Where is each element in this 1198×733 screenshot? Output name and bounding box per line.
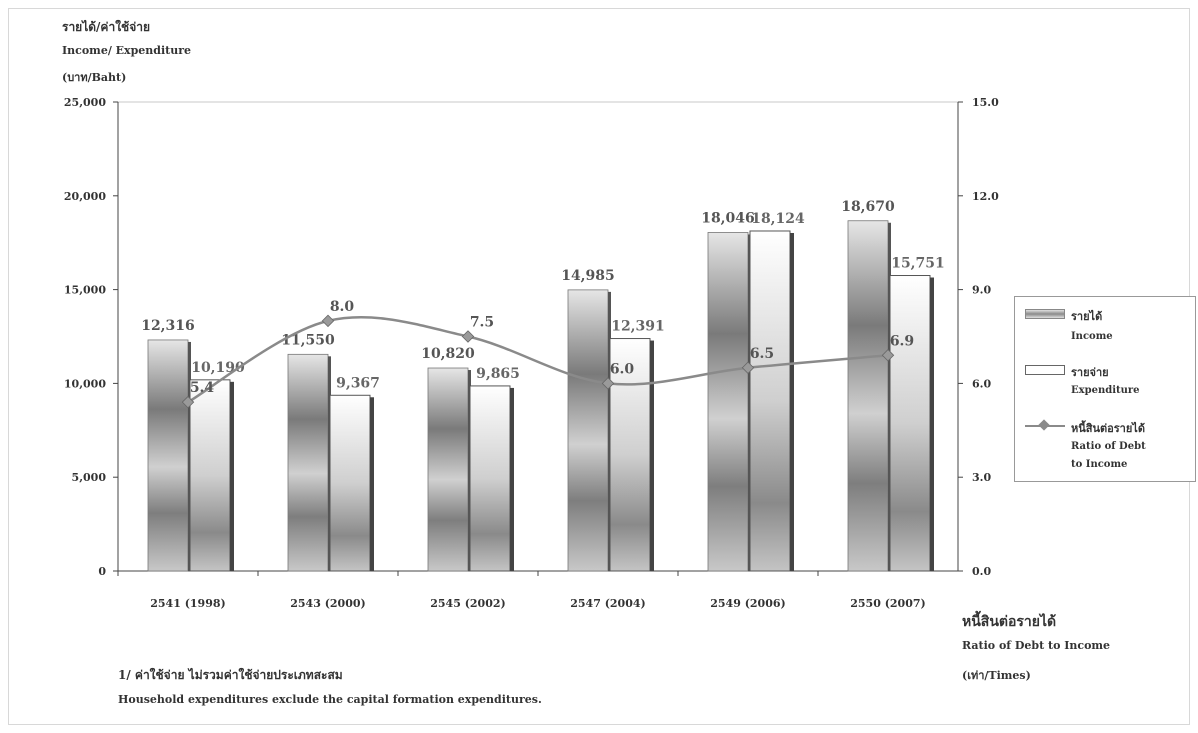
legend-label-english-line2: to Income [1071, 459, 1128, 470]
legend-label-thai: รายได้ [1071, 310, 1103, 323]
legend-label-thai: หนี้สินต่อรายได้ [1071, 422, 1145, 435]
x-tick-label: 2550 (2007) [850, 597, 925, 610]
chart-legend: รายได้ Income รายจ่าย Expenditure หนี้สิ… [1014, 296, 1196, 482]
bar-expenditure-data-label: 12,391 [611, 319, 665, 335]
bar-income [147, 339, 189, 572]
y-right-tick-label: 6.0 [972, 377, 991, 390]
bar-expenditure-side [930, 277, 934, 571]
bar-income [427, 367, 469, 572]
bar-expenditure [329, 394, 371, 572]
footnote-english: Household expenditures exclude the capit… [118, 693, 542, 706]
debt-ratio-marker [181, 395, 195, 409]
plot-area: 0 5,000 10,000 15,000 20,000 25,000 0.0 3.0 6.0 9… [64, 96, 999, 610]
bar-expenditure [749, 230, 791, 572]
bar-income-data-label: 18,046 [701, 210, 755, 226]
y-right-unit: (เท่า/Times) [962, 669, 1031, 682]
bar-expenditure [889, 275, 931, 572]
debt-ratio-marker [881, 349, 895, 362]
bar-expenditure [609, 338, 651, 572]
y-right-tick-label: 15.0 [972, 96, 999, 109]
bar-income [287, 353, 329, 572]
x-tick-label: 2545 (2002) [430, 597, 505, 610]
legend-swatch-line [1025, 421, 1065, 431]
y-right-title-english: Ratio of Debt to Income [962, 639, 1111, 652]
bar-income-data-label: 11,550 [281, 332, 335, 348]
bar-income [567, 289, 609, 572]
bar-income-data-label: 10,820 [421, 346, 475, 362]
bar-expenditure-side [230, 381, 234, 571]
bar-expenditure-data-label: 18,124 [751, 211, 805, 227]
bar-expenditure-side [790, 232, 794, 571]
debt-ratio-marker [461, 330, 475, 343]
y-left-tick-label: 0 [98, 565, 106, 578]
bar-income-data-label: 18,670 [841, 199, 895, 215]
bar-income-data-label: 14,985 [561, 268, 615, 284]
bar-expenditure-data-label: 15,751 [891, 256, 945, 272]
footnote-thai: 1/ ค่าใช้จ่าย ไม่รวมค่าใช้จ่ายประเภทสะสม [118, 668, 343, 682]
y-left-tick-label: 25,000 [64, 96, 106, 109]
y-left-tick-label: 15,000 [64, 284, 106, 297]
bar-expenditure-side [650, 340, 654, 571]
x-tick-label: 2547 (2004) [570, 597, 645, 610]
debt-ratio-data-label: 6.5 [750, 346, 774, 362]
debt-ratio-data-label: 7.5 [470, 315, 494, 331]
y-left-unit: (บาท/Baht) [62, 71, 127, 84]
debt-ratio-line [187, 315, 889, 404]
y-left-title-thai: รายได้/ค่าใช้จ่าย [62, 20, 150, 34]
legend-label-english: Income [1071, 331, 1113, 342]
y-left-tick-label: 5,000 [72, 471, 107, 484]
bar-expenditure-side [510, 387, 514, 571]
bar-income [707, 232, 749, 572]
y-left-tick-label: 20,000 [64, 190, 106, 203]
debt-ratio-marker [601, 377, 615, 390]
y-right-tick-label: 0.0 [972, 565, 991, 578]
legend-label-english: Expenditure [1071, 385, 1140, 396]
debt-ratio-data-label: 8.0 [330, 299, 355, 315]
debt-ratio-marker [741, 361, 755, 374]
bar-expenditure [189, 379, 231, 572]
x-tick-label: 2541 (1998) [150, 597, 225, 610]
plot-border [117, 101, 959, 572]
debt-ratio-data-label: 5.4 [190, 380, 215, 396]
x-tick-label: 2549 (2006) [710, 597, 785, 610]
x-tick-label: 2543 (2000) [290, 597, 365, 610]
legend-swatch-income [1025, 309, 1065, 319]
debt-ratio-data-label: 6.0 [610, 361, 635, 377]
y-left-tick-label: 10,000 [64, 377, 106, 390]
legend-label-english: Ratio of Debt [1071, 441, 1146, 452]
y-left-title-english: Income/ Expenditure [62, 44, 192, 57]
bar-income-data-label: 12,316 [141, 318, 195, 334]
y-right-title-thai: หนี้สินต่อรายได้ [962, 614, 1057, 630]
y-right-tick-label: 12.0 [972, 190, 999, 203]
y-right-tick-label: 9.0 [972, 284, 991, 297]
bar-expenditure-data-label: 9,367 [336, 375, 380, 391]
legend-label-thai: รายจ่าย [1071, 366, 1109, 379]
debt-ratio-marker [321, 314, 335, 328]
bar-income [847, 220, 889, 572]
y-right-tick-label: 3.0 [972, 471, 991, 484]
bar-expenditure [469, 385, 511, 572]
debt-ratio-data-label: 6.9 [890, 333, 914, 349]
bar-expenditure-data-label: 9,865 [476, 366, 520, 382]
bar-expenditure-side [370, 397, 374, 571]
legend-swatch-expenditure [1025, 365, 1065, 375]
